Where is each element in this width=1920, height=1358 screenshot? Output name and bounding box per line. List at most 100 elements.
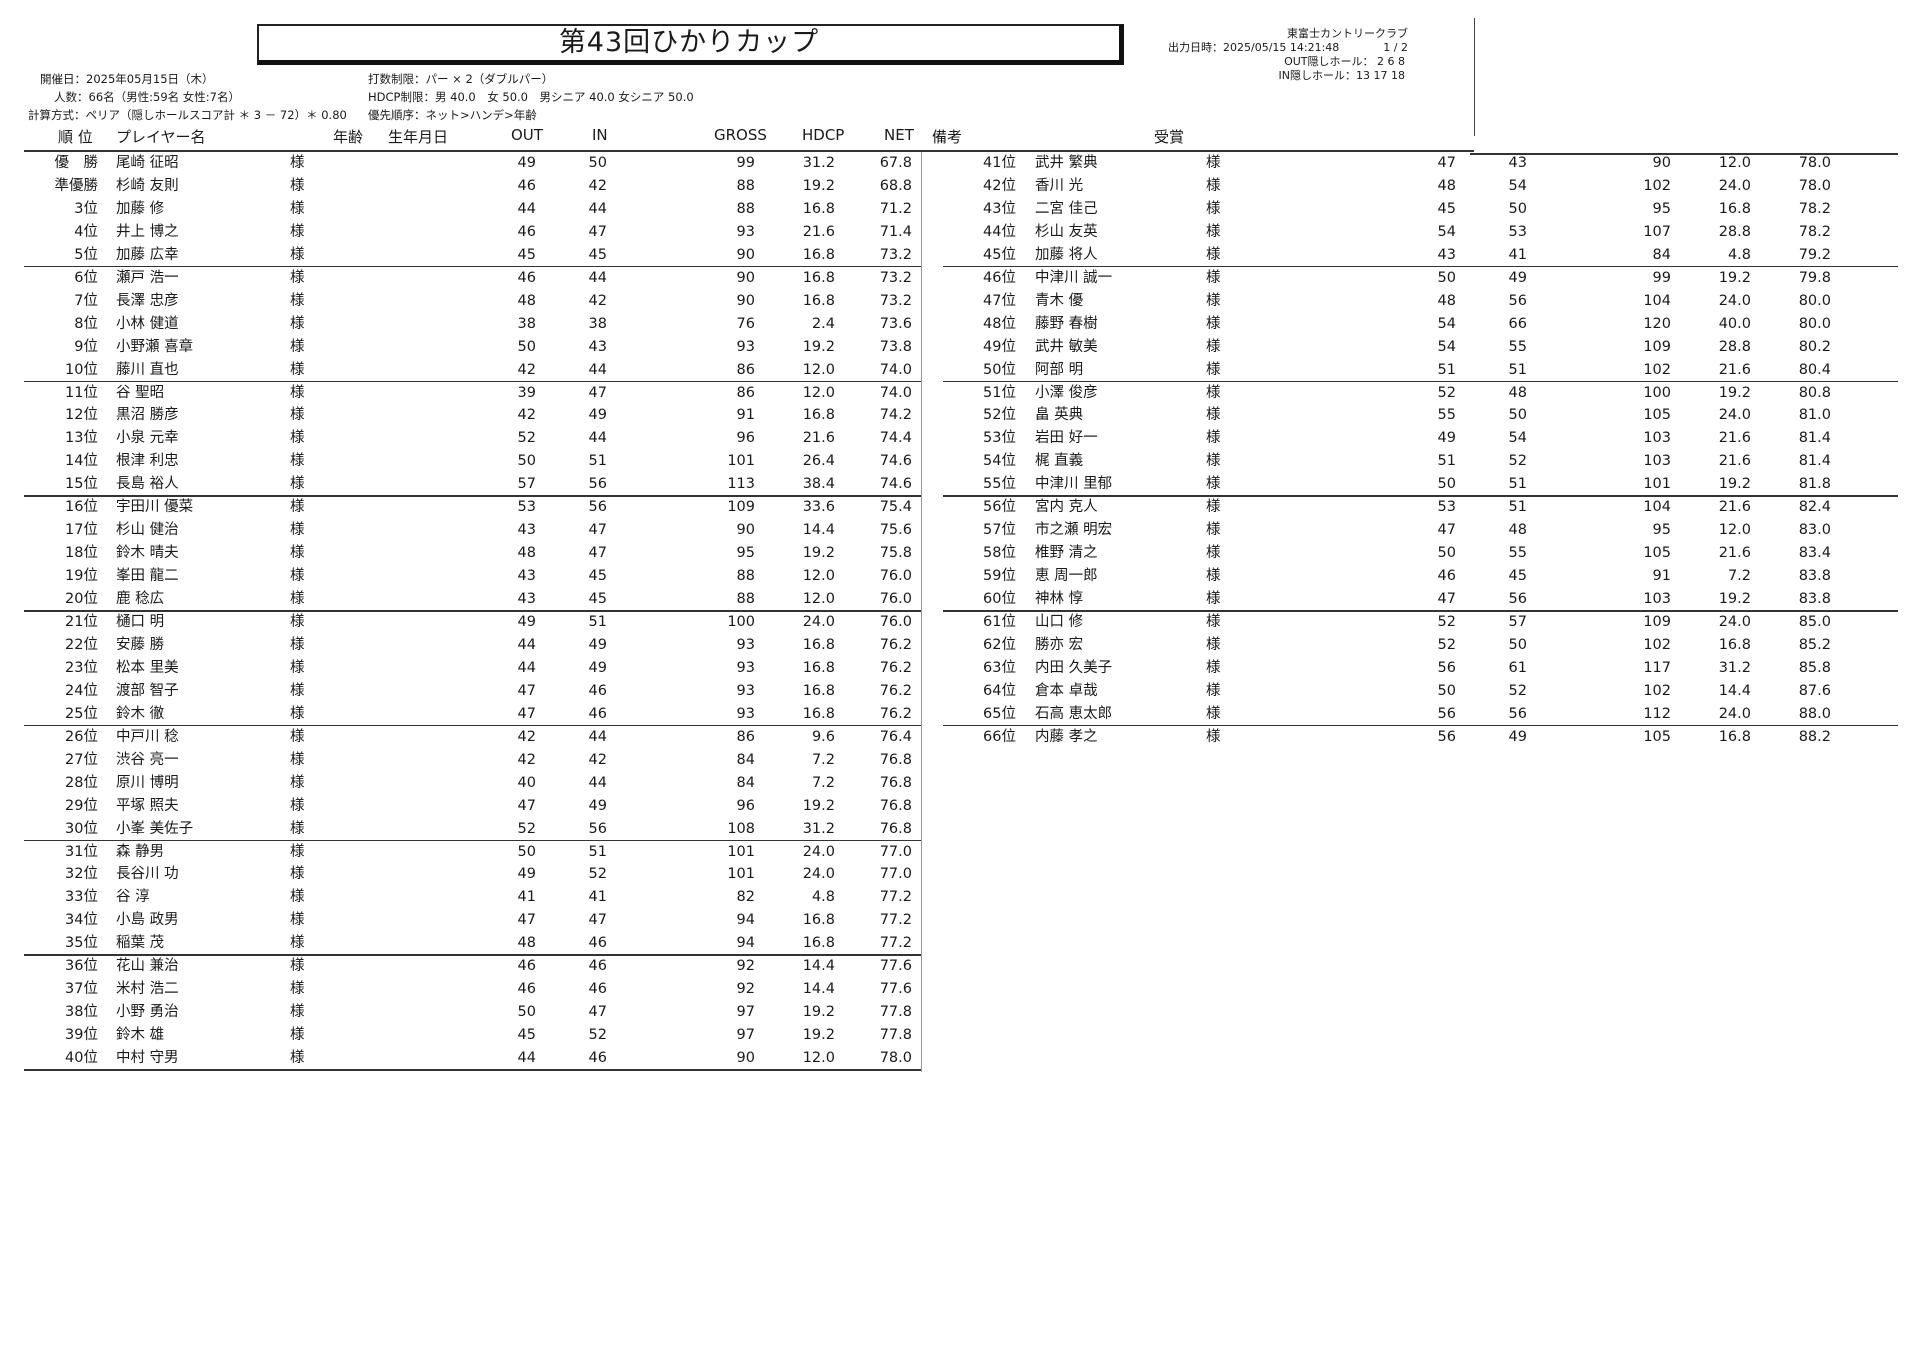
column-divider <box>921 152 922 1072</box>
cell-out: 47 <box>517 705 536 722</box>
cell-in: 46 <box>588 682 607 699</box>
stroke-limit: 打数制限：パー × 2（ダブルパー） <box>368 72 554 86</box>
cell-out: 46 <box>517 958 536 975</box>
table-row: 37位 米村 浩二 46 46 92 14.4 77.6 様 <box>0 978 1920 1000</box>
cell-gross: 102 <box>1643 682 1671 699</box>
cell-name: 森 静男 <box>116 843 165 860</box>
cell-rank: 12位 <box>65 407 98 424</box>
cell-hdcp: 16.8 <box>1718 636 1751 653</box>
cell-honorific: 様 <box>1206 155 1221 171</box>
cell-honorific: 様 <box>290 591 305 608</box>
cell-name: 原川 博明 <box>116 774 179 791</box>
cell-honorific: 様 <box>290 636 305 653</box>
cell-honorific: 様 <box>1206 338 1221 355</box>
cell-hdcp: 24.0 <box>1718 407 1751 424</box>
cell-name: 宇田川 優菜 <box>116 499 194 516</box>
table-row: 33位 谷 淳 41 41 82 4.8 77.2 様 <box>0 886 1920 908</box>
cell-net: 81.4 <box>1798 453 1831 470</box>
cell-name: 梶 直義 <box>1035 453 1084 470</box>
cell-name: 米村 浩二 <box>116 981 179 998</box>
cell-in: 56 <box>588 499 607 516</box>
table-row: 53位 岩田 好一 49 54 103 21.6 81.4 様 <box>0 427 1920 449</box>
cell-in: 49 <box>588 407 607 424</box>
cell-name: 杉山 友英 <box>1035 223 1098 240</box>
cell-name: 杉山 健治 <box>116 522 179 539</box>
cell-hdcp: 16.8 <box>802 705 835 722</box>
cell-name: 小野 勇治 <box>116 1004 179 1021</box>
cell-rank: 56位 <box>983 499 1016 516</box>
cell-gross: 104 <box>1643 499 1671 516</box>
cell-rank: 32位 <box>65 866 98 883</box>
cell-in: 47 <box>588 522 607 539</box>
cell-in: 47 <box>588 545 607 562</box>
group-divider <box>24 724 921 727</box>
cell-honorific: 様 <box>1206 476 1221 493</box>
cell-hdcp: 21.6 <box>1718 453 1751 470</box>
cell-net: 80.0 <box>1798 292 1831 309</box>
table-row: 40位 中村 守男 44 46 90 12.0 78.0 様 <box>0 1047 1920 1069</box>
cell-honorific: 様 <box>290 453 305 470</box>
cell-honorific: 様 <box>290 1027 305 1044</box>
cell-hdcp: 21.6 <box>1718 361 1751 378</box>
cell-in: 66 <box>1508 315 1527 332</box>
cell-name: 平塚 照夫 <box>116 797 179 814</box>
cell-in: 47 <box>588 912 607 929</box>
table-row: 8位 小林 健道 38 38 76 2.4 73.6 様 <box>0 313 1920 335</box>
cell-gross: 86 <box>736 728 755 745</box>
cell-out: 41 <box>517 889 536 906</box>
cell-honorific: 様 <box>290 705 305 722</box>
cell-out: 45 <box>517 246 536 263</box>
cell-rank: 52位 <box>983 407 1016 424</box>
cell-gross: 84 <box>736 774 755 791</box>
cell-out: 42 <box>517 407 536 424</box>
cell-honorific: 様 <box>1206 315 1221 332</box>
cell-out: 47 <box>1437 522 1456 539</box>
cell-hdcp: 7.2 <box>1727 568 1751 585</box>
cell-net: 73.2 <box>879 292 912 309</box>
table-row: 39位 鈴木 雄 45 52 97 19.2 77.8 様 <box>0 1024 1920 1046</box>
cell-gross: 90 <box>736 292 755 309</box>
cell-name: 井上 博之 <box>116 223 179 240</box>
cell-honorific: 様 <box>290 935 305 952</box>
cell-rank: 65位 <box>983 705 1016 722</box>
cell-hdcp: 16.8 <box>802 292 835 309</box>
cell-name: 中津川 誠一 <box>1035 269 1113 286</box>
table-row: 65位 石高 恵太郎 56 56 112 24.0 88.0 様 <box>0 703 1920 725</box>
cell-in: 50 <box>1508 407 1527 424</box>
cell-out: 42 <box>517 728 536 745</box>
cell-net: 76.2 <box>879 659 912 676</box>
cell-net: 77.2 <box>879 889 912 906</box>
cell-name: 中村 守男 <box>116 1050 179 1067</box>
cell-gross: 93 <box>736 636 755 653</box>
header-in: IN <box>592 126 608 144</box>
cell-rank: 49位 <box>983 338 1016 355</box>
cell-name: 椎野 清之 <box>1035 545 1098 562</box>
cell-hdcp: 31.2 <box>1718 659 1751 676</box>
cell-hdcp: 24.0 <box>802 843 835 860</box>
cell-hdcp: 24.0 <box>1718 177 1751 194</box>
cell-hdcp: 24.0 <box>1718 292 1751 309</box>
cell-gross: 90 <box>736 246 755 263</box>
cell-out: 49 <box>1437 430 1456 447</box>
table-row: 50位 阿部 明 51 51 102 21.6 80.4 様 <box>0 359 1920 381</box>
table-row: 35位 稲葉 茂 48 46 94 16.8 77.2 様 <box>0 932 1920 954</box>
cell-rank: 18位 <box>65 545 98 562</box>
cell-honorific: 様 <box>1206 545 1221 562</box>
cell-in: 50 <box>1508 200 1527 217</box>
cell-rank: 36位 <box>65 958 98 975</box>
cell-honorific: 様 <box>290 522 305 539</box>
cell-honorific: 様 <box>290 981 305 998</box>
cell-net: 85.0 <box>1798 614 1831 630</box>
table-row: 57位 市之瀬 明宏 47 48 95 12.0 83.0 様 <box>0 519 1920 541</box>
cell-gross: 90 <box>736 269 755 286</box>
cell-rank: 39位 <box>65 1027 98 1044</box>
cell-hdcp: 9.6 <box>811 728 835 745</box>
cell-name: 樋口 明 <box>116 614 165 630</box>
cell-rank: 28位 <box>65 774 98 791</box>
cell-honorific: 様 <box>1206 728 1221 745</box>
cell-hdcp: 33.6 <box>802 499 835 516</box>
cell-out: 51 <box>1437 361 1456 378</box>
cell-in: 54 <box>1508 430 1527 447</box>
cell-in: 49 <box>1508 728 1527 745</box>
cell-hdcp: 31.2 <box>802 820 835 837</box>
